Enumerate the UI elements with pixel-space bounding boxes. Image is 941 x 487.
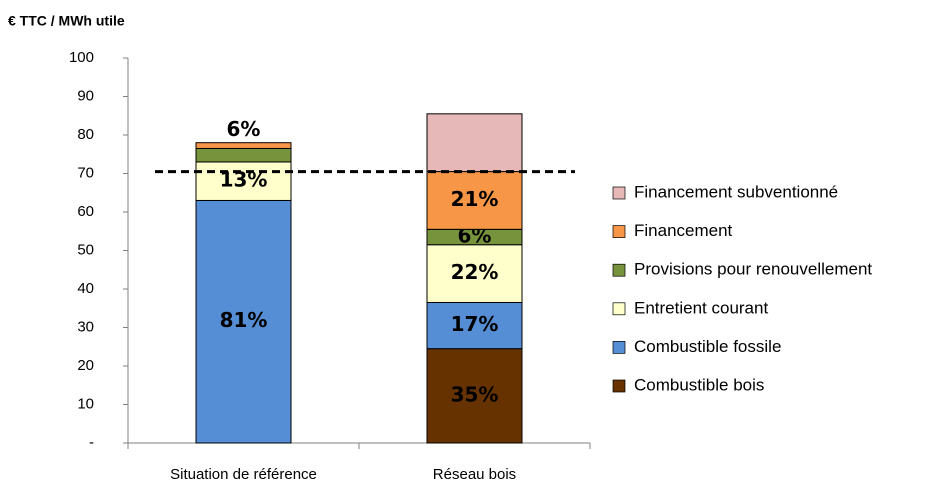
y-tick-label: 80 (77, 126, 94, 143)
y-tick-label: 70 (77, 164, 94, 181)
legend-swatch (612, 186, 626, 200)
data-label: 81% (220, 308, 268, 332)
data-label: 6% (227, 117, 261, 141)
bar-segment (426, 348, 523, 444)
legend-label: Combustible fossile (634, 337, 781, 356)
legend-label: Entretient courant (634, 298, 768, 317)
bar-segment (195, 161, 292, 201)
y-tick-label: 20 (77, 357, 94, 374)
legend-label: Provisions pour renouvellement (634, 260, 872, 279)
y-tick-label: - (89, 434, 94, 451)
legend-swatch (612, 302, 626, 316)
legend-swatch (612, 263, 626, 277)
y-tick-label: 60 (77, 203, 94, 220)
bar-segment (426, 113, 523, 173)
axis-title: € TTC / MWh utile (8, 13, 125, 29)
data-label: 22% (451, 260, 499, 284)
bar-segment (195, 199, 292, 444)
bar-segment (426, 244, 523, 303)
bar-segment (426, 301, 523, 350)
bar-segment (195, 142, 292, 149)
y-tick-label: 40 (77, 280, 94, 297)
x-tick-label: Réseau bois (433, 466, 516, 483)
legend-swatch (612, 379, 626, 393)
legend-swatch (612, 341, 626, 354)
data-label: 21% (451, 187, 499, 211)
legend-label: Combustible bois (634, 375, 764, 394)
y-tick-label: 100 (69, 49, 94, 66)
legend-swatch (612, 225, 626, 238)
y-tick-label: 90 (77, 87, 94, 104)
y-tick-label: 50 (77, 241, 94, 258)
data-label: 17% (451, 312, 499, 336)
x-tick-label: Situation de référence (170, 466, 317, 483)
y-tick-label: 10 (77, 395, 94, 412)
data-label: 35% (451, 382, 499, 406)
legend-label: Financement subventionné (634, 182, 838, 201)
legend-label: Financement (634, 221, 733, 240)
bar-segment (195, 147, 292, 163)
y-tick-label: 30 (77, 318, 94, 335)
